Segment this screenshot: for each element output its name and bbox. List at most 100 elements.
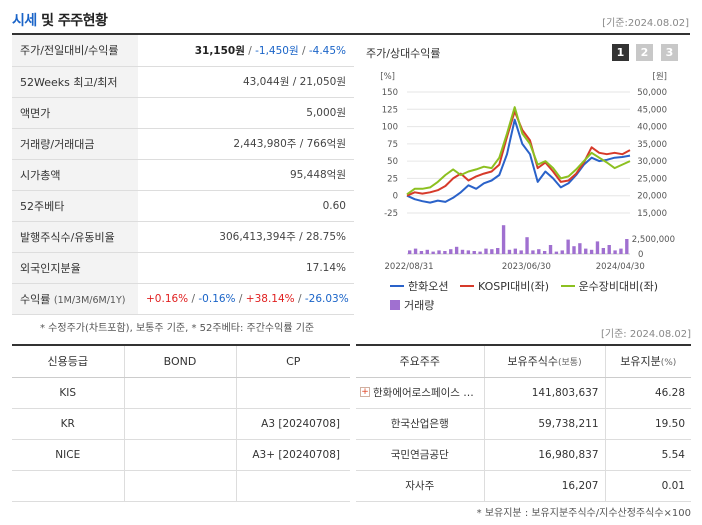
left-tick-label: 25 (387, 174, 398, 184)
volume-bar (560, 250, 564, 254)
legend-item-kospi: KOSPI대비(좌) (459, 278, 549, 294)
par-value: 5,000원 (138, 97, 354, 129)
quote-row-beta: 52주베타 0.60 (12, 190, 354, 222)
holder-header-pct: 보유지분(%) (604, 344, 691, 378)
page-title: 시세 및 주주현황 (12, 10, 108, 30)
quote-footnote: * 수정주가(차트포함), 보통주 기준, * 52주베타: 주간수익률 기준 (40, 323, 315, 334)
volume-bar (548, 245, 553, 254)
right-tick-label: 15,000 (637, 209, 667, 219)
volume-bar (619, 248, 623, 254)
chart-tab-2[interactable]: 2 (636, 44, 653, 61)
plus-icon[interactable]: + (360, 387, 370, 397)
x-tick-label: 2022/08/31 (385, 262, 434, 272)
header-divider (12, 33, 690, 35)
quote-table: 주가/전일대비/수익률 31,150원 / -1,450원 / -4.45% 5… (12, 35, 354, 315)
volume-bar (613, 250, 617, 254)
left-tick-label: 75 (387, 140, 398, 150)
volume-bar (607, 245, 611, 254)
legend-swatch-kospi (459, 285, 474, 287)
left-tick-label: 150 (382, 88, 398, 98)
chart-legend: 한화오션 KOSPI대비(좌) 운수장비대비(좌) 거래량 (390, 278, 690, 313)
return-label: 수익률 (1M/3M/6M/1Y) (12, 283, 138, 315)
volume-bar (501, 225, 506, 254)
quote-row-par: 액면가 5,000원 (12, 97, 354, 129)
volume-bar (513, 248, 517, 254)
volume-bar (507, 249, 512, 254)
holder-name[interactable]: + 한화에어로스페이스 … (356, 377, 484, 409)
volume-bar (408, 250, 412, 254)
volume-bar (525, 237, 529, 254)
right-tick-label: 25,000 (637, 174, 667, 184)
right-tick-label: 40,000 (637, 123, 667, 133)
volume-bar (566, 239, 570, 254)
page-title-main: 시세 (12, 13, 37, 29)
volume-bar (589, 249, 594, 254)
holder-pct: 0.01 (604, 470, 691, 502)
volume-bar (625, 239, 629, 254)
volume-bar (443, 251, 447, 254)
shares-label: 발행주식수/유동비율 (12, 221, 138, 253)
holder-header-name: 주요주주 (356, 344, 484, 378)
series-line-left-8cc020 (406, 106, 631, 196)
table-row: KR A3 [20240708] (12, 408, 350, 440)
foreign-label: 외국인지분율 (12, 252, 138, 284)
table-row: + 한화에어로스페이스 … 141,803,637 46.28 (356, 377, 691, 409)
reference-date-2: [기준: 2024.08.02] (600, 329, 691, 340)
return-1y: -26.03% (304, 292, 349, 305)
right-tick-label: 30,000 (637, 157, 667, 167)
legend-swatch-volume (390, 300, 400, 310)
chart-tab-3[interactable]: 3 (661, 44, 678, 61)
volume-bar (537, 249, 541, 254)
volume-bar (425, 249, 429, 254)
beta-value: 0.60 (138, 190, 354, 222)
par-label: 액면가 (12, 97, 138, 129)
credit-agency: KIS (12, 377, 124, 409)
beta-label: 52주베타 (12, 190, 138, 222)
volume-bar (449, 249, 453, 254)
return-period: (1M/3M/6M/1Y) (53, 294, 126, 306)
x-tick-label: 2023/06/30 (502, 262, 551, 272)
holder-shares: 59,738,211 (483, 408, 605, 440)
holder-pct: 46.28 (604, 377, 691, 409)
credit-agency: KR (12, 408, 124, 440)
quote-row-volume: 거래량/거래대금 2,443,980주 / 766억원 (12, 128, 354, 160)
holder-name: 국민연금공단 (356, 439, 484, 471)
holder-pct: 19.50 (604, 408, 691, 440)
x-tick-label: 2024/04/30 (596, 262, 645, 272)
volume-bar (531, 250, 535, 254)
credit-header-cp: CP (235, 344, 350, 378)
holder-name: 자사주 (356, 470, 484, 502)
left-tick-label: 125 (382, 105, 398, 115)
left-tick-label: -25 (384, 209, 398, 219)
volume-bar (519, 250, 523, 254)
volume-bar (584, 248, 588, 254)
legend-swatch-price (390, 285, 404, 287)
volume-bar (466, 250, 471, 254)
legend-swatch-sector (560, 285, 575, 287)
table-row: NICE A3+ [20240708] (12, 439, 350, 471)
foreign-value: 17.14% (138, 252, 354, 284)
return-value: +0.16% / -0.16% / +38.14% / -26.03% (138, 283, 354, 315)
volume-bar (490, 249, 494, 254)
quote-row-price: 주가/전일대비/수익률 31,150원 / -1,450원 / -4.45% (12, 35, 354, 67)
volume-bar (454, 246, 459, 254)
right-tick-label: 50,000 (637, 88, 667, 98)
chart-tab-1[interactable]: 1 (612, 44, 629, 61)
credit-bond (123, 408, 236, 440)
week52-value: 43,044원 / 21,050원 (138, 66, 354, 98)
right-tick-label: 20,000 (637, 192, 667, 202)
left-tick-label: 0 (393, 192, 398, 202)
right-tick-label: 35,000 (637, 140, 667, 150)
price-change: -1,450원 (255, 44, 299, 57)
mcap-value: 95,448억원 (138, 159, 354, 191)
volume-bar (542, 251, 547, 254)
shares-value: 306,413,394주 / 28.75% (138, 221, 354, 253)
volume-bar (419, 251, 424, 254)
price-change-pct: -4.45% (308, 44, 346, 57)
quote-row-mcap: 시가총액 95,448억원 (12, 159, 354, 191)
volume-bar (595, 241, 600, 254)
credit-agency (12, 470, 124, 502)
table-row: 한국산업은행 59,738,211 19.50 (356, 408, 691, 440)
volume-bar (484, 248, 488, 254)
holder-shares: 141,803,637 (483, 377, 605, 409)
